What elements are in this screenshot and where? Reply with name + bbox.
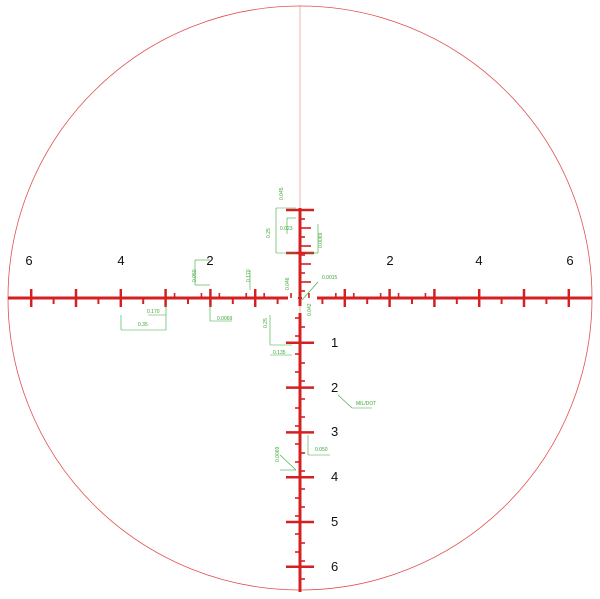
- v-label-6: 6: [331, 559, 338, 574]
- dimension-leader-line: [279, 454, 297, 471]
- dim-left-2: 0.170: [246, 269, 252, 282]
- reticle-ticks: [8, 208, 592, 592]
- dim-left-5: 0.0069: [217, 316, 233, 322]
- dimension-leader-line: [337, 394, 353, 409]
- v-label-4: 4: [331, 469, 338, 484]
- dim-left-3: 0.170: [147, 309, 160, 315]
- dim-lower-2: 0.135: [273, 350, 286, 356]
- v-label-5: 5: [331, 514, 338, 529]
- dim-left-4: 0.35: [138, 322, 148, 328]
- v-label-2: 2: [331, 380, 338, 395]
- dimension-leader-line: [301, 281, 319, 301]
- v-label-1: 1: [331, 335, 338, 350]
- h-label-left-6: 6: [25, 253, 32, 268]
- dim-center-1: 0.046: [285, 277, 291, 290]
- dim-top-2: 0.023: [280, 226, 293, 232]
- dim-center-3: 0.042: [307, 303, 313, 316]
- h-label-right-6: 6: [566, 253, 573, 268]
- dim-lower-4: 0.0069: [275, 446, 281, 462]
- dim-top-4: 0.0069: [318, 232, 324, 248]
- dim-top-3: 0.25: [266, 228, 272, 238]
- h-label-right-2: 2: [386, 253, 393, 268]
- dim-left-1: 0.050: [192, 269, 198, 282]
- dim-lower-5: MIL/DOT: [356, 401, 376, 407]
- h-label-right-4: 4: [475, 253, 482, 268]
- dim-top-1: 0.045: [279, 187, 285, 200]
- dim-center-2: 0.0015: [322, 275, 338, 281]
- h-label-left-2: 2: [206, 253, 213, 268]
- dim-lower-3: 0.050: [315, 447, 328, 453]
- h-label-left-4: 4: [117, 253, 124, 268]
- dimension-annotations: [120, 207, 372, 471]
- v-label-3: 3: [331, 424, 338, 439]
- dim-lower-1: 0.25: [263, 318, 269, 328]
